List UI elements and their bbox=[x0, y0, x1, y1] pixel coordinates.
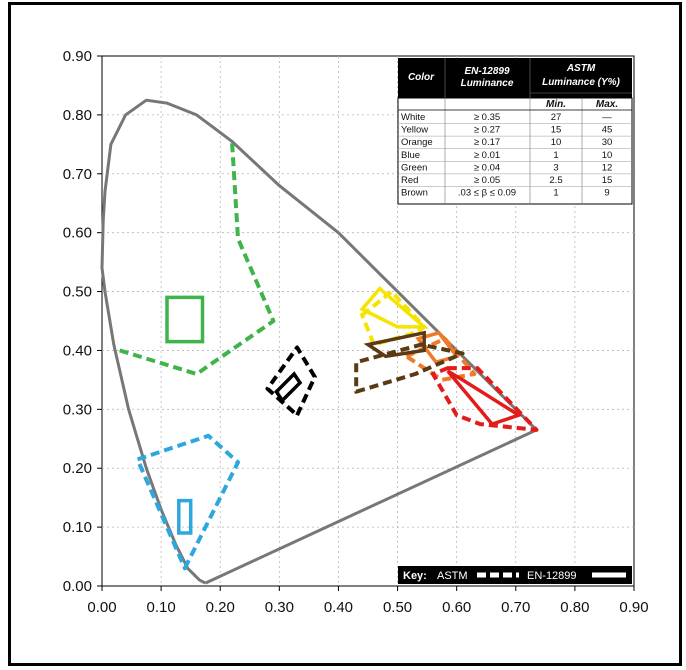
table-cell-max: 9 bbox=[604, 188, 609, 199]
x-tick-label: 0.30 bbox=[265, 599, 294, 616]
y-tick-label: 0.80 bbox=[63, 107, 92, 124]
y-tick-label: 0.20 bbox=[63, 460, 92, 477]
y-tick-label: 0.00 bbox=[63, 578, 92, 595]
table-header-bg bbox=[398, 58, 632, 98]
legend-key: Key: ASTM EN-12899 bbox=[398, 566, 632, 584]
series-layer bbox=[100, 98, 539, 585]
series-green-en12899 bbox=[119, 141, 276, 376]
table-cell-color: White bbox=[401, 112, 425, 123]
table-cell-color: Red bbox=[401, 175, 418, 186]
table-cell-en: ≥ 0.17 bbox=[474, 137, 500, 148]
table-header-astm: ASTM bbox=[566, 63, 596, 74]
table-cell-color: Green bbox=[401, 162, 427, 173]
x-tick-label: 0.00 bbox=[87, 599, 116, 616]
table-rows: White ≥ 0.35 27 — Yellow ≥ 0.27 15 45 Orange ≥ 0.… bbox=[398, 112, 632, 199]
table-header-en: EN-12899 bbox=[464, 66, 509, 77]
series-blue-astm bbox=[177, 498, 193, 535]
series-orange-en12899 bbox=[404, 336, 477, 382]
legend-en-label: EN-12899 bbox=[527, 570, 577, 582]
legend-title: Key: bbox=[403, 570, 427, 582]
series-red-astm bbox=[446, 369, 523, 427]
table-cell-color: Blue bbox=[401, 150, 420, 161]
table-header-max: Max. bbox=[596, 99, 618, 110]
table-header-en-sub: Luminance bbox=[461, 78, 514, 89]
series-blue-en12899 bbox=[135, 433, 240, 571]
y-tick-label: 0.10 bbox=[63, 519, 92, 536]
x-tick-label: 0.90 bbox=[619, 599, 648, 616]
series-brown-en12899 bbox=[354, 342, 465, 394]
table-cell-min: 27 bbox=[551, 112, 562, 123]
table-header-astm-sub: Luminance (Y%) bbox=[542, 77, 620, 88]
series-yellow-astm bbox=[359, 286, 429, 329]
series-white-astm bbox=[274, 371, 303, 404]
table-cell-max: 12 bbox=[602, 162, 613, 173]
table-cell-en: ≥ 0.05 bbox=[474, 175, 500, 186]
table-cell-max: 45 bbox=[602, 125, 613, 136]
table-cell-en: ≥ 0.27 bbox=[474, 125, 500, 136]
table-cell-max: — bbox=[602, 112, 612, 123]
table-cell-max: 15 bbox=[602, 175, 613, 186]
table-cell-max: 30 bbox=[602, 137, 613, 148]
table-cell-color: Brown bbox=[401, 188, 428, 199]
table-cell-en: ≥ 0.04 bbox=[474, 162, 500, 173]
x-tick-label: 0.60 bbox=[442, 599, 471, 616]
table-header-color: Color bbox=[408, 72, 435, 83]
table-cell-min: 1 bbox=[553, 150, 558, 161]
grid bbox=[102, 56, 634, 586]
y-tick-label: 0.70 bbox=[63, 166, 92, 183]
y-tick-label: 0.90 bbox=[63, 48, 92, 65]
x-tick-label: 0.40 bbox=[324, 599, 353, 616]
legend-bg bbox=[398, 566, 632, 584]
table-cell-en: .03 ≤ β ≤ 0.09 bbox=[458, 188, 516, 199]
y-tick-label: 0.50 bbox=[63, 284, 92, 301]
table-cell-en: ≥ 0.35 bbox=[474, 112, 500, 123]
table-cell-min: 1 bbox=[553, 188, 558, 199]
table-cell-en: ≥ 0.01 bbox=[474, 150, 500, 161]
axis-ticks: 0.00 0.10 0.20 0.30 0.40 0.50 0.60 0.70 0.80 0.90… bbox=[63, 48, 649, 616]
table-cell-color: Yellow bbox=[401, 125, 428, 136]
x-tick-label: 0.10 bbox=[147, 599, 176, 616]
table-cell-color: Orange bbox=[401, 137, 433, 148]
series-red-en12899 bbox=[431, 366, 539, 432]
x-tick-label: 0.20 bbox=[206, 599, 235, 616]
data-table: Color EN-12899 Luminance ASTM Luminance … bbox=[397, 58, 633, 205]
y-tick-label: 0.30 bbox=[63, 401, 92, 418]
y-tick-label: 0.40 bbox=[63, 342, 92, 359]
x-tick-label: 0.70 bbox=[501, 599, 530, 616]
legend-astm-label: ASTM bbox=[437, 570, 468, 582]
table-cell-min: 10 bbox=[551, 137, 562, 148]
series-green-astm bbox=[165, 295, 205, 344]
series-brown-astm bbox=[363, 330, 426, 359]
table-cell-min: 2.5 bbox=[549, 175, 562, 186]
table-header-min: Min. bbox=[546, 99, 566, 110]
table-cell-min: 15 bbox=[551, 125, 562, 136]
table-cell-max: 10 bbox=[602, 150, 613, 161]
series-white-en12899 bbox=[265, 345, 317, 418]
x-tick-label: 0.50 bbox=[383, 599, 412, 616]
x-tick-label: 0.80 bbox=[560, 599, 589, 616]
y-tick-label: 0.60 bbox=[63, 225, 92, 242]
table-cell-min: 3 bbox=[553, 162, 558, 173]
